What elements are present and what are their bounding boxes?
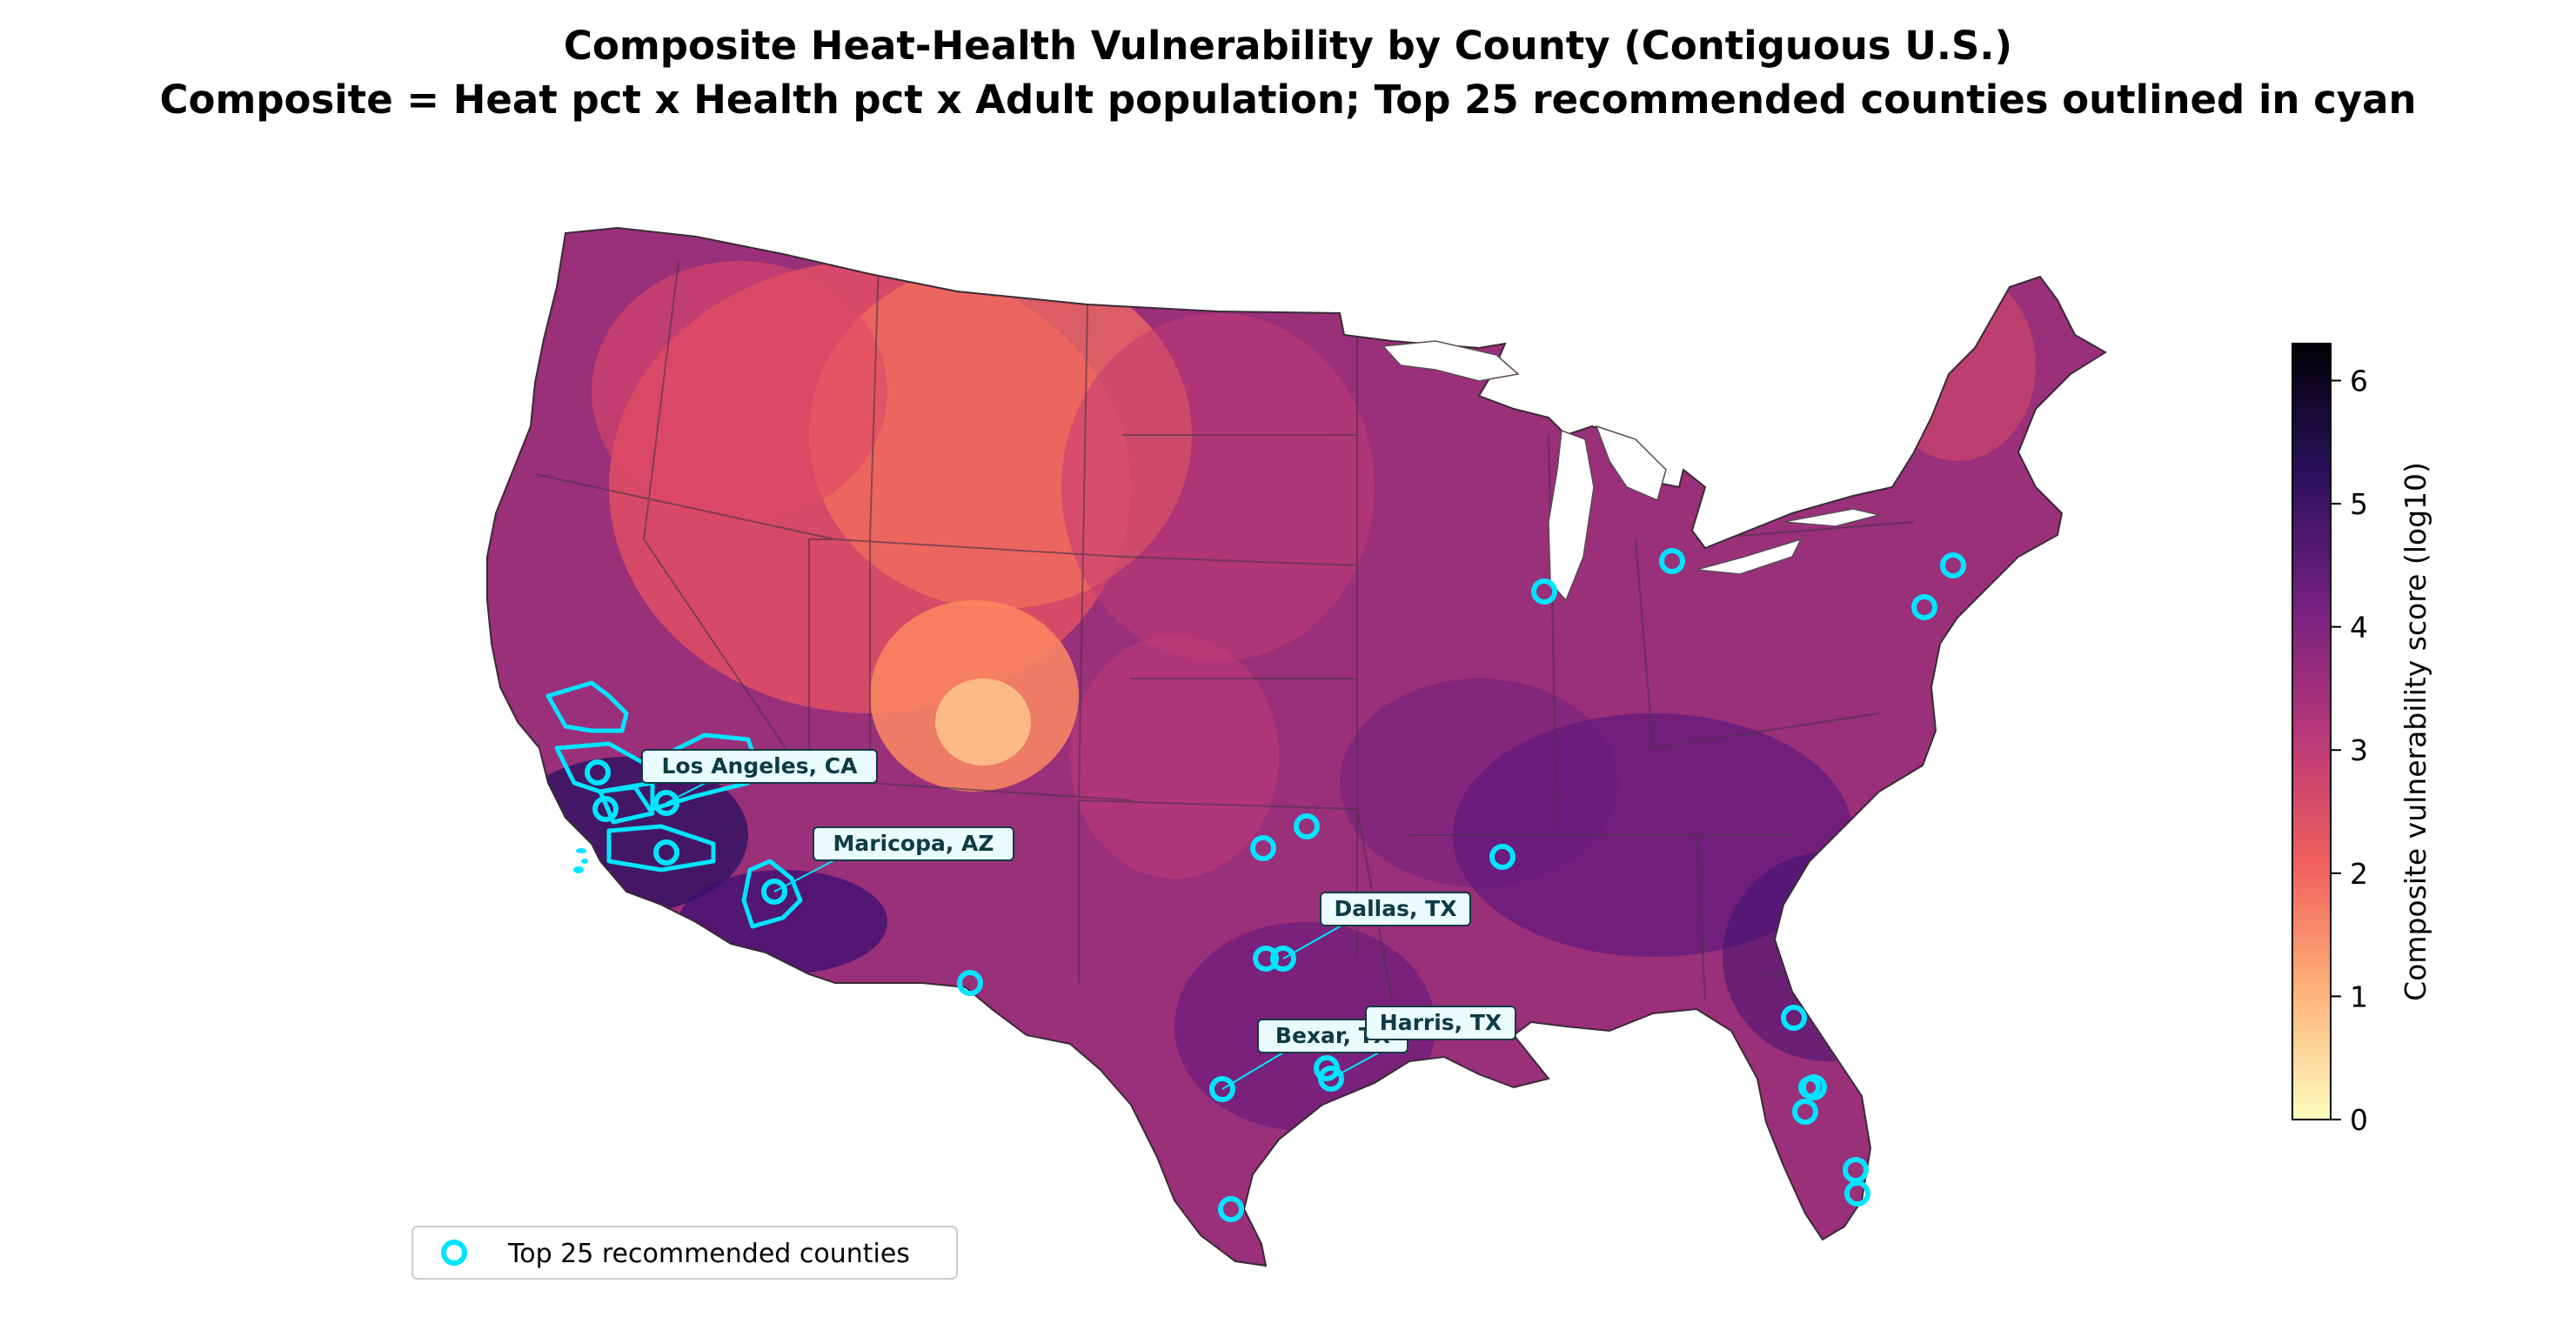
callout-dallas-text: Dallas, TX bbox=[1334, 896, 1456, 921]
callout-los-angeles: Los Angeles, CA bbox=[641, 749, 878, 784]
colorbar-tick-label: 0 bbox=[2350, 1103, 2368, 1137]
marker-county bbox=[1253, 946, 1279, 972]
colorbar-tick-label: 3 bbox=[2350, 733, 2368, 767]
marker-county bbox=[1792, 1099, 1818, 1125]
legend-label: Top 25 recommended counties bbox=[507, 1239, 910, 1269]
channel-islands bbox=[573, 848, 588, 873]
callout-dallas: Dallas, TX bbox=[1320, 892, 1471, 926]
legend-box bbox=[411, 1226, 958, 1280]
marker-county bbox=[1940, 552, 1966, 578]
marker-county bbox=[585, 759, 611, 786]
marker-county bbox=[1218, 1196, 1244, 1222]
chart-subtitle: Composite = Heat pct x Health pct x Adul… bbox=[159, 77, 2417, 123]
top25-markers bbox=[585, 548, 1966, 1222]
callout-los-angeles-text: Los Angeles, CA bbox=[662, 753, 859, 779]
colorbar-tick-label: 5 bbox=[2350, 487, 2368, 521]
marker-county bbox=[1781, 1005, 1807, 1031]
marker-county bbox=[1294, 813, 1320, 839]
colorbar-tick-label: 4 bbox=[2350, 611, 2368, 645]
callout-harris: Harris, TX bbox=[1365, 1006, 1516, 1040]
marker-county bbox=[653, 839, 679, 866]
marker-county bbox=[1659, 548, 1685, 574]
marker-county bbox=[957, 970, 983, 996]
legend-marker-icon bbox=[441, 1240, 467, 1266]
marker-harris bbox=[1318, 1066, 1344, 1092]
colorbar-tick-label: 2 bbox=[2350, 857, 2368, 891]
marker-county bbox=[1798, 1076, 1821, 1099]
colorbar-tick-label: 6 bbox=[2350, 364, 2368, 398]
great-lakes bbox=[1382, 340, 1880, 602]
marker-dallas bbox=[1270, 946, 1296, 972]
marker-county bbox=[1843, 1157, 1869, 1183]
colorbar: 0 1 2 3 4 5 6 Composite vulnerability score (l… bbox=[2292, 343, 2432, 1137]
marker-county bbox=[1489, 844, 1515, 870]
callout-maricopa: Maricopa, AZ bbox=[813, 826, 1014, 861]
colorbar-ticks: 0 1 2 3 4 5 6 bbox=[2331, 364, 2368, 1137]
colorbar-gradient bbox=[2292, 343, 2332, 1120]
marker-county bbox=[1911, 594, 1937, 620]
marker-los-angeles bbox=[653, 790, 679, 816]
marker-maricopa bbox=[761, 879, 787, 905]
callout-labels: Los Angeles, CA Maricopa, AZ Dallas, TX … bbox=[641, 749, 1516, 1053]
colorbar-label: Composite vulnerability score (log10) bbox=[2399, 462, 2432, 1001]
legend: Top 25 recommended counties bbox=[411, 1226, 958, 1280]
marker-county bbox=[592, 796, 619, 822]
marker-bexar bbox=[1209, 1076, 1235, 1102]
callout-maricopa-text: Maricopa, AZ bbox=[833, 831, 994, 856]
chart-title: Composite Heat-Health Vulnerability by C… bbox=[563, 23, 2013, 69]
colorbar-tick-label: 1 bbox=[2350, 979, 2368, 1013]
marker-county bbox=[1844, 1180, 1870, 1207]
callout-harris-text: Harris, TX bbox=[1380, 1010, 1502, 1035]
marker-county bbox=[1250, 835, 1276, 861]
marker-cook bbox=[1531, 578, 1557, 605]
